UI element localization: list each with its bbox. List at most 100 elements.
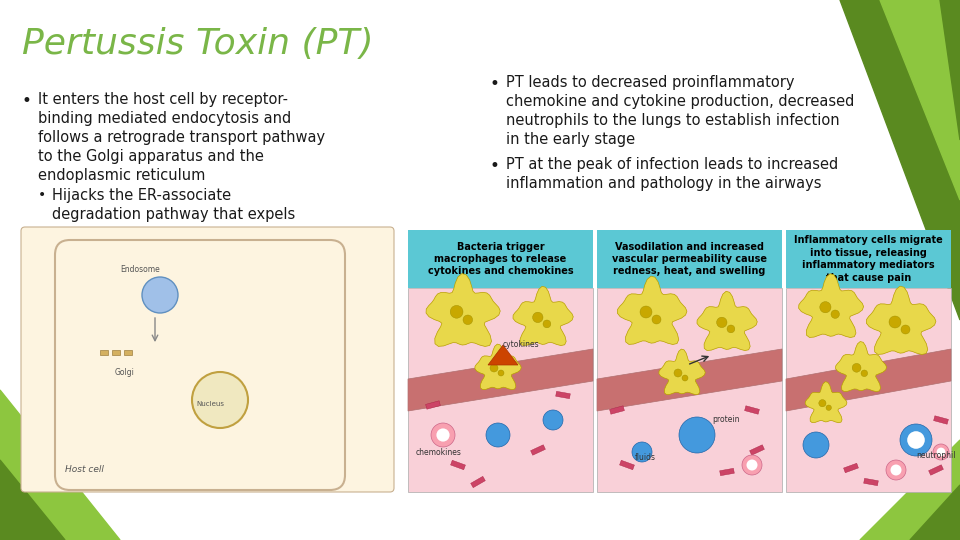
Circle shape bbox=[742, 455, 762, 475]
Circle shape bbox=[682, 375, 688, 381]
Text: chemokine and cytokine production, decreased: chemokine and cytokine production, decre… bbox=[506, 94, 854, 109]
Polygon shape bbox=[860, 440, 960, 540]
Polygon shape bbox=[100, 350, 108, 355]
Circle shape bbox=[498, 370, 504, 376]
Circle shape bbox=[450, 306, 463, 318]
FancyBboxPatch shape bbox=[786, 288, 951, 492]
Circle shape bbox=[747, 460, 757, 470]
Text: •: • bbox=[490, 75, 500, 93]
Polygon shape bbox=[933, 416, 948, 424]
Polygon shape bbox=[426, 274, 500, 347]
Circle shape bbox=[820, 302, 831, 313]
Polygon shape bbox=[844, 463, 858, 472]
Text: PT leads to decreased proinflammatory: PT leads to decreased proinflammatory bbox=[506, 75, 795, 90]
Polygon shape bbox=[750, 445, 764, 455]
Polygon shape bbox=[112, 350, 120, 355]
Text: PT at the peak of infection leads to increased: PT at the peak of infection leads to inc… bbox=[506, 157, 838, 172]
Polygon shape bbox=[450, 460, 466, 470]
Circle shape bbox=[437, 428, 449, 442]
Text: to the Golgi apparatus and the: to the Golgi apparatus and the bbox=[38, 149, 264, 164]
Text: Inflammatory cells migrate
into tissue, releasing
inflammatory mediators
that ca: Inflammatory cells migrate into tissue, … bbox=[794, 235, 943, 282]
Circle shape bbox=[533, 312, 543, 322]
Text: Golgi: Golgi bbox=[115, 368, 134, 377]
FancyBboxPatch shape bbox=[408, 288, 593, 492]
Text: Pertussis Toxin (PT): Pertussis Toxin (PT) bbox=[22, 27, 373, 61]
Polygon shape bbox=[597, 349, 782, 411]
Text: •: • bbox=[38, 188, 46, 202]
Circle shape bbox=[900, 424, 932, 456]
Polygon shape bbox=[840, 0, 960, 320]
Text: neutrophils to the lungs to establish infection: neutrophils to the lungs to establish in… bbox=[506, 113, 840, 128]
Polygon shape bbox=[928, 465, 944, 475]
Circle shape bbox=[674, 369, 682, 377]
Polygon shape bbox=[408, 349, 593, 411]
Polygon shape bbox=[940, 0, 960, 140]
Text: •: • bbox=[490, 157, 500, 175]
Circle shape bbox=[861, 370, 868, 376]
Circle shape bbox=[679, 417, 715, 453]
Text: chemokines: chemokines bbox=[416, 448, 462, 457]
Polygon shape bbox=[513, 286, 573, 346]
Polygon shape bbox=[488, 345, 518, 365]
Text: neutrophil: neutrophil bbox=[916, 451, 955, 460]
Polygon shape bbox=[556, 392, 570, 399]
Circle shape bbox=[886, 460, 906, 480]
Circle shape bbox=[933, 444, 949, 460]
Circle shape bbox=[431, 423, 455, 447]
Polygon shape bbox=[835, 341, 887, 392]
Circle shape bbox=[142, 277, 178, 313]
Text: inflammation and pathology in the airways: inflammation and pathology in the airway… bbox=[506, 176, 822, 191]
Polygon shape bbox=[866, 286, 936, 354]
Circle shape bbox=[486, 423, 510, 447]
Circle shape bbox=[727, 325, 734, 333]
Text: in the early stage: in the early stage bbox=[506, 132, 636, 147]
Circle shape bbox=[907, 431, 924, 449]
Text: Vasodilation and increased
vascular permeability cause
redness, heat, and swelli: Vasodilation and increased vascular perm… bbox=[612, 241, 767, 276]
FancyBboxPatch shape bbox=[21, 227, 394, 492]
Circle shape bbox=[852, 363, 861, 372]
FancyBboxPatch shape bbox=[55, 240, 345, 490]
Text: It enters the host cell by receptor-: It enters the host cell by receptor- bbox=[38, 92, 288, 107]
FancyBboxPatch shape bbox=[597, 230, 782, 288]
Circle shape bbox=[640, 306, 652, 318]
FancyBboxPatch shape bbox=[408, 230, 593, 288]
Polygon shape bbox=[697, 291, 757, 350]
Polygon shape bbox=[745, 406, 759, 414]
Polygon shape bbox=[805, 382, 847, 423]
Text: Host cell: Host cell bbox=[65, 465, 104, 474]
Polygon shape bbox=[610, 406, 624, 414]
Polygon shape bbox=[124, 350, 132, 355]
Circle shape bbox=[937, 448, 946, 456]
Circle shape bbox=[831, 310, 839, 319]
Polygon shape bbox=[617, 276, 687, 345]
Polygon shape bbox=[425, 401, 441, 409]
Polygon shape bbox=[720, 468, 734, 476]
Circle shape bbox=[632, 442, 652, 462]
Polygon shape bbox=[799, 274, 864, 338]
Text: endoplasmic reticulum: endoplasmic reticulum bbox=[38, 168, 205, 183]
Text: fluids: fluids bbox=[635, 453, 656, 462]
Circle shape bbox=[826, 405, 831, 410]
Circle shape bbox=[543, 410, 563, 430]
Polygon shape bbox=[880, 0, 960, 200]
Text: Nucleus: Nucleus bbox=[196, 401, 224, 407]
Circle shape bbox=[192, 372, 248, 428]
Text: cytokines: cytokines bbox=[503, 340, 540, 349]
Text: binding mediated endocytosis and: binding mediated endocytosis and bbox=[38, 111, 291, 126]
Circle shape bbox=[543, 320, 551, 328]
Circle shape bbox=[901, 325, 910, 334]
Circle shape bbox=[891, 464, 901, 476]
Polygon shape bbox=[619, 460, 635, 470]
Circle shape bbox=[490, 364, 498, 372]
Polygon shape bbox=[659, 349, 706, 395]
Polygon shape bbox=[786, 349, 951, 411]
Text: degradation pathway that expels: degradation pathway that expels bbox=[52, 207, 296, 222]
Polygon shape bbox=[475, 344, 521, 390]
Polygon shape bbox=[470, 476, 486, 488]
Polygon shape bbox=[0, 460, 65, 540]
Polygon shape bbox=[531, 445, 545, 455]
FancyBboxPatch shape bbox=[786, 230, 951, 288]
Circle shape bbox=[819, 400, 826, 407]
Text: protein: protein bbox=[712, 415, 739, 424]
Circle shape bbox=[463, 315, 472, 325]
